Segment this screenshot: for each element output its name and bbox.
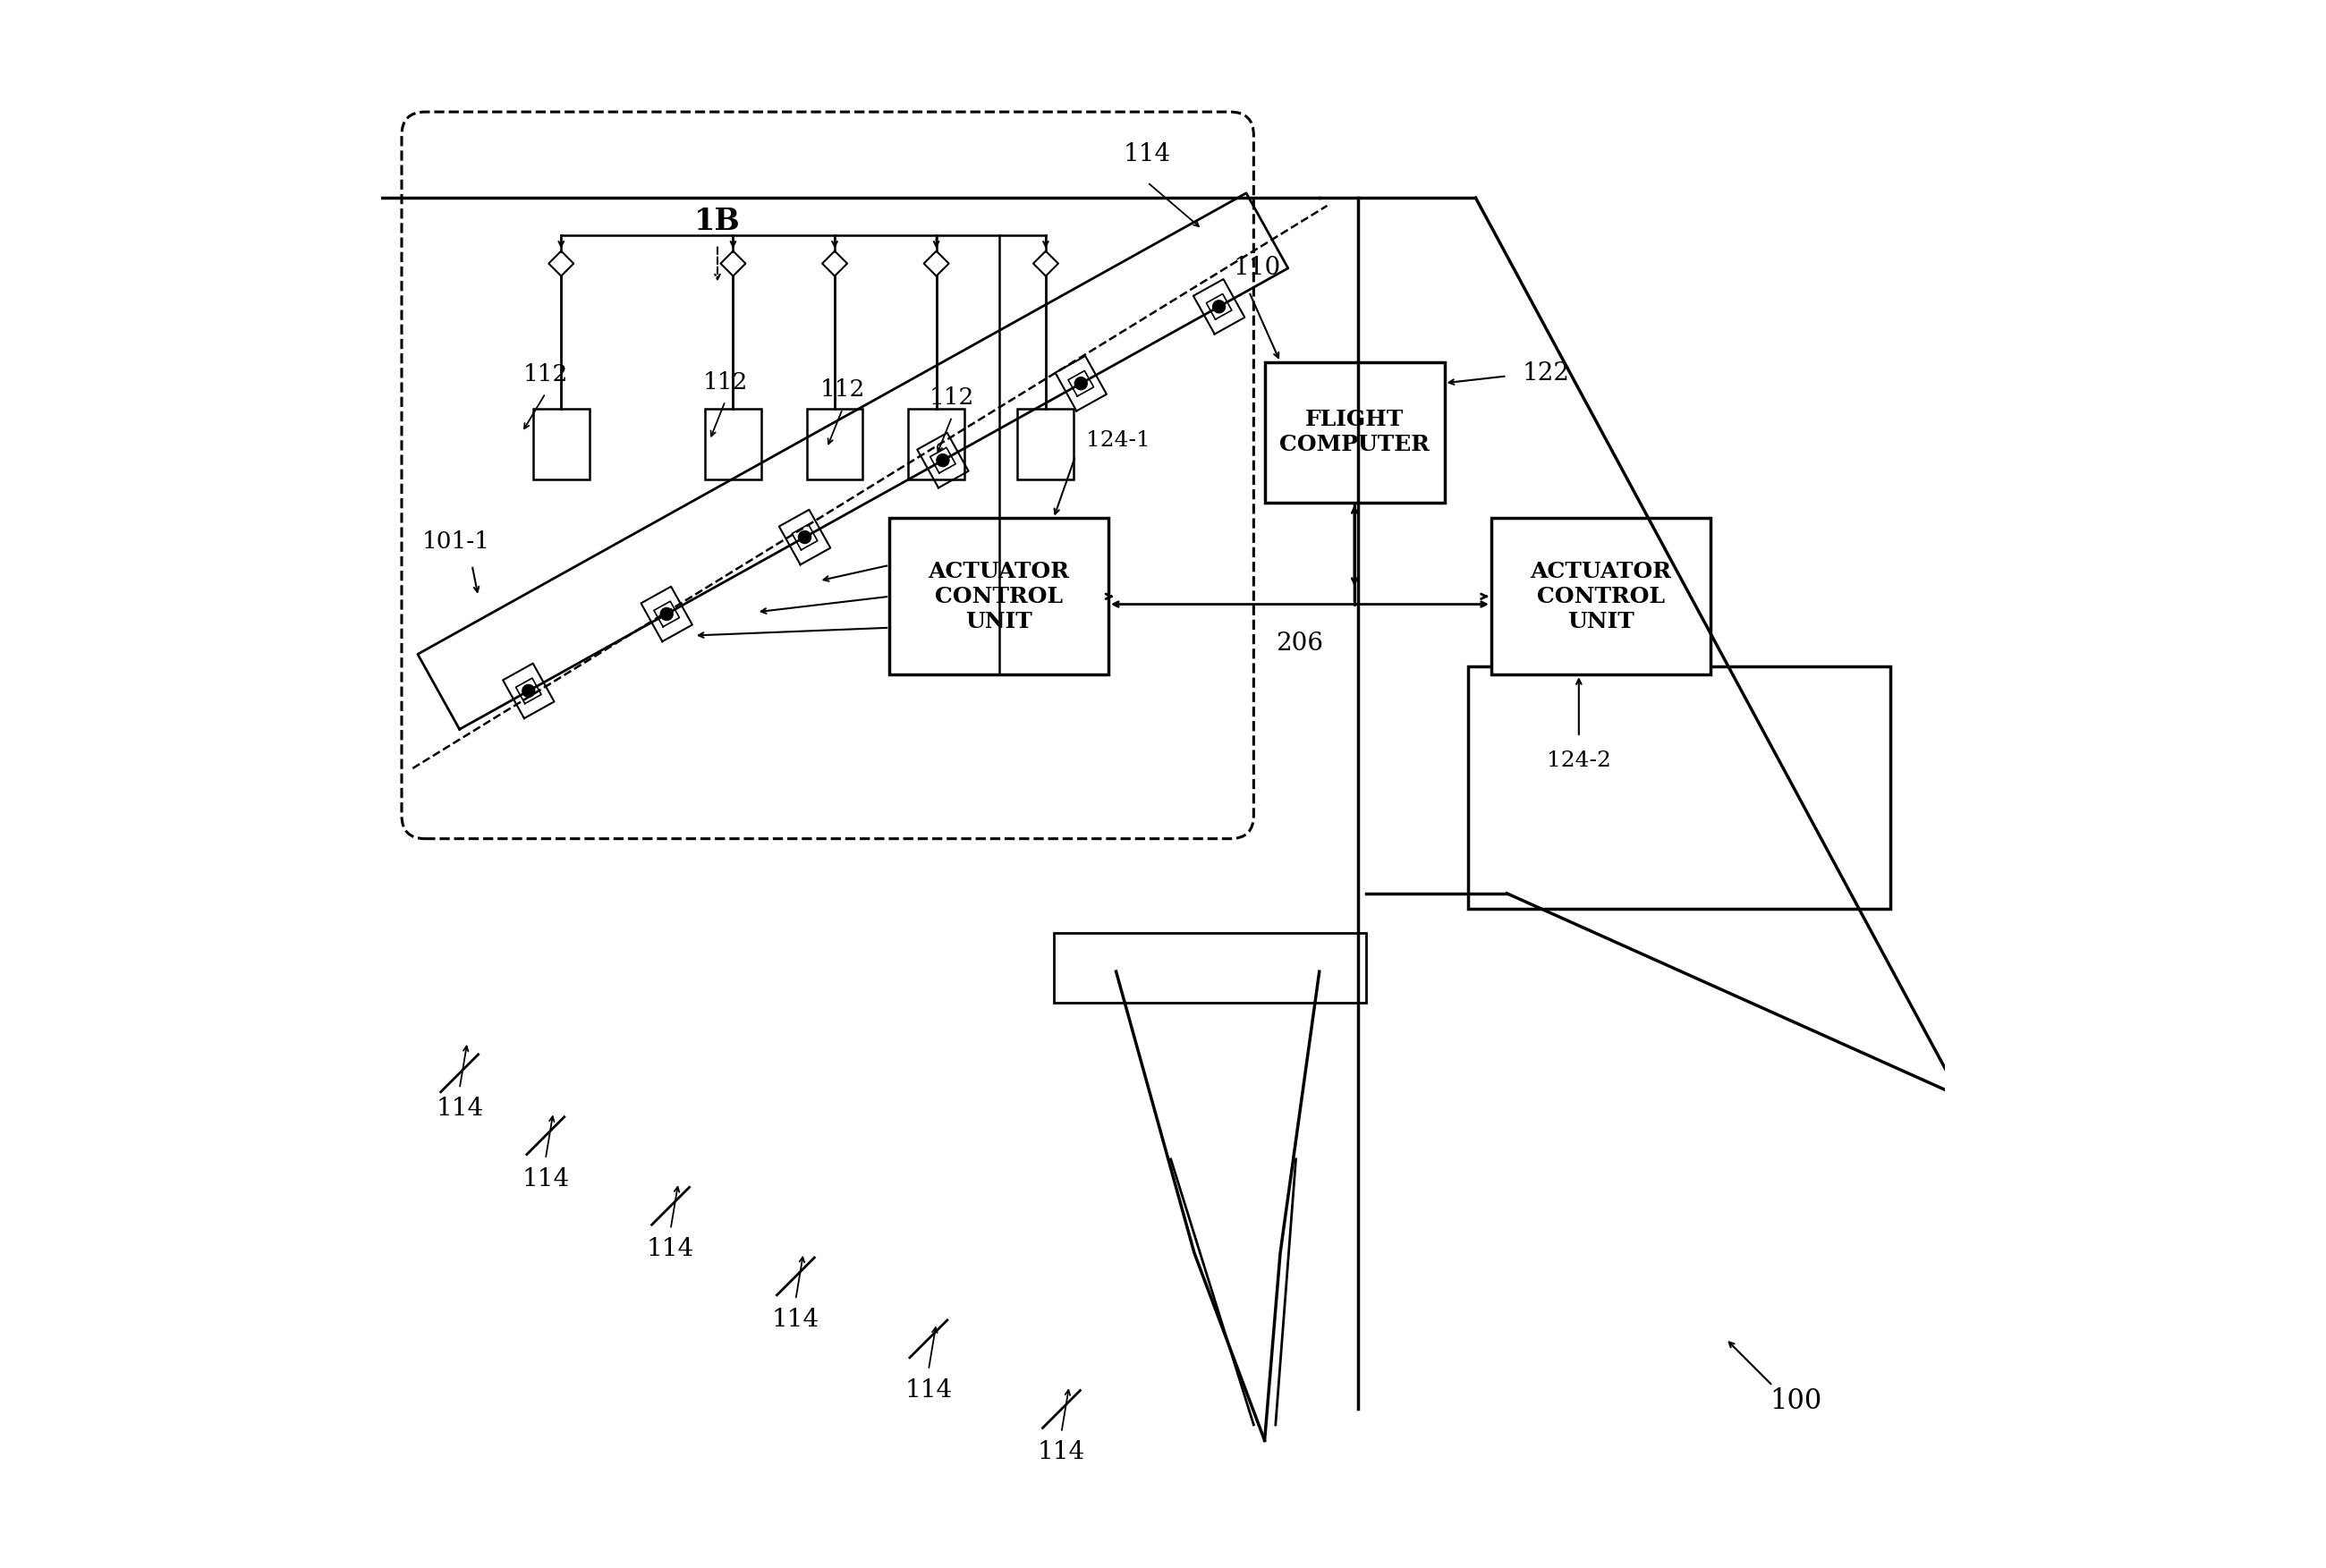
Circle shape bbox=[798, 532, 812, 544]
Text: 114: 114 bbox=[1123, 143, 1170, 166]
FancyBboxPatch shape bbox=[1468, 666, 1891, 909]
FancyBboxPatch shape bbox=[533, 409, 588, 480]
Text: 124-2: 124-2 bbox=[1547, 750, 1612, 771]
Text: 114: 114 bbox=[1037, 1441, 1086, 1465]
FancyBboxPatch shape bbox=[1054, 933, 1365, 1004]
Text: 100: 100 bbox=[1770, 1388, 1821, 1416]
Text: 101-1: 101-1 bbox=[423, 530, 491, 554]
FancyBboxPatch shape bbox=[705, 409, 761, 480]
Text: 1B: 1B bbox=[695, 207, 740, 237]
Text: 114: 114 bbox=[772, 1308, 819, 1331]
Text: ACTUATOR
CONTROL
UNIT: ACTUATOR CONTROL UNIT bbox=[1531, 561, 1672, 632]
Text: 114: 114 bbox=[905, 1378, 951, 1402]
Circle shape bbox=[1075, 378, 1086, 390]
Circle shape bbox=[937, 455, 949, 467]
Text: 206: 206 bbox=[1277, 632, 1323, 655]
FancyBboxPatch shape bbox=[1491, 519, 1710, 674]
Circle shape bbox=[661, 608, 672, 621]
Text: 112: 112 bbox=[930, 386, 975, 409]
FancyBboxPatch shape bbox=[907, 409, 965, 480]
Text: 114: 114 bbox=[647, 1237, 695, 1261]
Text: 110: 110 bbox=[1233, 256, 1282, 281]
Text: ACTUATOR
CONTROL
UNIT: ACTUATOR CONTROL UNIT bbox=[928, 561, 1070, 632]
Circle shape bbox=[1212, 301, 1226, 314]
Text: FLIGHT
COMPUTER: FLIGHT COMPUTER bbox=[1279, 409, 1430, 455]
FancyBboxPatch shape bbox=[1016, 409, 1075, 480]
Text: 112: 112 bbox=[821, 379, 865, 401]
Text: 112: 112 bbox=[523, 364, 568, 386]
Text: 114: 114 bbox=[435, 1096, 484, 1121]
FancyBboxPatch shape bbox=[1265, 362, 1444, 503]
FancyBboxPatch shape bbox=[807, 409, 863, 480]
FancyBboxPatch shape bbox=[889, 519, 1107, 674]
Circle shape bbox=[523, 685, 535, 698]
Text: 112: 112 bbox=[702, 372, 749, 394]
Text: 122: 122 bbox=[1524, 361, 1570, 386]
Text: 124-1: 124-1 bbox=[1086, 430, 1151, 450]
Text: 114: 114 bbox=[521, 1167, 570, 1192]
